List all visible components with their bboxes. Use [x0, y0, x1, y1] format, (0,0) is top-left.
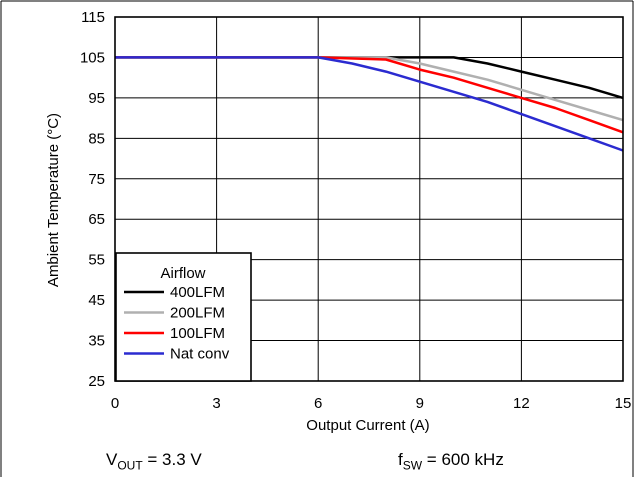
y-tick-labels: 25 35 45 55 65 75 85 95 105 115	[80, 9, 105, 390]
legend: Airflow 400LFM 200LFM 100LFM Nat conv	[115, 252, 252, 382]
x-tick-label: 9	[416, 395, 424, 412]
x-tick-label: 0	[111, 395, 119, 412]
x-tick-label: 3	[212, 395, 220, 412]
y-tick-label: 65	[88, 211, 105, 228]
x-tick-labels: 0 3 6 9 12 15	[111, 395, 632, 412]
y-tick-label: 115	[81, 9, 105, 26]
fsw-symbol: f	[398, 450, 403, 469]
fsw-condition: fSW = 600 kHz	[398, 450, 504, 472]
y-tick-label: 45	[88, 292, 105, 309]
fsw-subscript: SW	[402, 458, 423, 473]
vout-symbol: V	[106, 450, 118, 469]
y-tick-label: 35	[88, 333, 105, 350]
y-tick-label: 75	[88, 171, 105, 188]
y-tick-label: 55	[88, 252, 105, 269]
y-tick-label: 25	[88, 373, 105, 390]
y-axis-label: Ambient Temperature (°C)	[45, 113, 62, 287]
legend-label: 400LFM	[170, 284, 225, 301]
vout-condition: VOUT = 3.3 V	[106, 450, 202, 472]
legend-label: Nat conv	[170, 346, 230, 363]
legend-label: 100LFM	[170, 325, 225, 342]
series-lines	[115, 56, 624, 152]
y-tick-label: 85	[88, 130, 105, 147]
legend-title: Airflow	[160, 265, 205, 282]
x-tick-label: 12	[513, 395, 530, 412]
vout-subscript: OUT	[117, 458, 143, 473]
series-line-nat-conv	[115, 56, 624, 152]
vout-value: = 3.3 V	[142, 450, 202, 469]
x-tick-label: 6	[314, 395, 322, 412]
y-tick-label: 95	[88, 90, 105, 107]
plot-area-frame	[114, 16, 624, 382]
y-tick-label: 105	[80, 49, 105, 66]
legend-box	[115, 252, 252, 382]
x-tick-label: 15	[615, 395, 632, 412]
legend-label: 200LFM	[170, 305, 225, 322]
fsw-value: = 600 kHz	[422, 450, 504, 469]
x-axis-label: Output Current (A)	[306, 417, 429, 434]
series-line-400lfm	[115, 56, 624, 100]
series-line-100lfm	[115, 56, 624, 134]
